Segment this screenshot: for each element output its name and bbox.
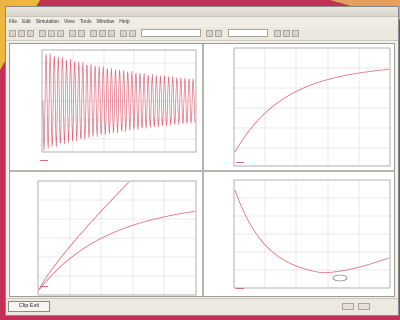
menu-tools[interactable]: Tools (79, 18, 92, 25)
signal-trace-b (38, 210, 196, 291)
plot-panel-3[interactable] (10, 172, 202, 298)
plot-workspace (9, 43, 395, 297)
legend-panel-2 (236, 162, 246, 163)
probe-icon[interactable] (120, 30, 127, 37)
paste-icon[interactable] (57, 30, 64, 37)
signal-trace (42, 53, 196, 151)
label-icon[interactable] (292, 30, 299, 37)
simulation-profile-select[interactable] (141, 29, 201, 37)
status-button-2[interactable] (358, 303, 370, 310)
signal-trace (234, 189, 390, 273)
grid-icon[interactable] (215, 30, 222, 37)
settings-icon[interactable] (206, 30, 213, 37)
trace-select[interactable] (228, 29, 268, 37)
cursor-icon[interactable] (274, 30, 281, 37)
pause-icon[interactable] (99, 30, 106, 37)
plot-panel-1[interactable] (10, 44, 202, 170)
menu-window[interactable]: Window (96, 18, 115, 25)
grid (38, 181, 196, 295)
signal-trace-a (38, 181, 130, 291)
plot-frame (233, 179, 391, 289)
legend-panel-1 (40, 160, 50, 161)
new-icon[interactable] (9, 30, 16, 37)
application-window: File Edit Simulation View Tools Window H… (5, 6, 399, 316)
menu-file[interactable]: File (9, 18, 18, 25)
grid (234, 180, 390, 288)
grid (234, 48, 390, 166)
start-button[interactable]: Clip Exit (8, 301, 50, 312)
zoom-out-icon[interactable] (78, 30, 85, 37)
status-button-1[interactable] (342, 303, 354, 310)
menu-edit[interactable]: Edit (22, 18, 31, 25)
signal-trace (234, 68, 390, 153)
zoom-in-icon[interactable] (69, 30, 76, 37)
horizontal-splitter[interactable] (10, 170, 394, 172)
marker-icon[interactable] (129, 30, 136, 37)
cut-icon[interactable] (39, 30, 46, 37)
fft-icon[interactable] (283, 30, 290, 37)
plot-panel-2[interactable] (204, 44, 396, 170)
legend-panel-3 (40, 286, 50, 287)
status-bar: Clip Exit (6, 298, 398, 315)
title-bar (6, 7, 398, 17)
menu-bar: File Edit Simulation View Tools Window H… (6, 17, 398, 26)
run-icon[interactable] (90, 30, 97, 37)
menu-view[interactable]: View (64, 18, 75, 25)
toolbar (6, 27, 398, 41)
menu-help[interactable]: Help (119, 18, 130, 25)
plot-panel-4[interactable] (204, 172, 396, 298)
copy-icon[interactable] (48, 30, 55, 37)
legend-panel-4 (236, 288, 246, 289)
plot-frame (37, 180, 197, 296)
menu-simulation[interactable]: Simulation (35, 18, 60, 25)
cursor-marker[interactable] (332, 274, 348, 282)
save-icon[interactable] (27, 30, 34, 37)
open-icon[interactable] (18, 30, 25, 37)
stop-icon[interactable] (108, 30, 115, 37)
plot-frame (41, 49, 197, 153)
plot-frame (233, 47, 391, 167)
